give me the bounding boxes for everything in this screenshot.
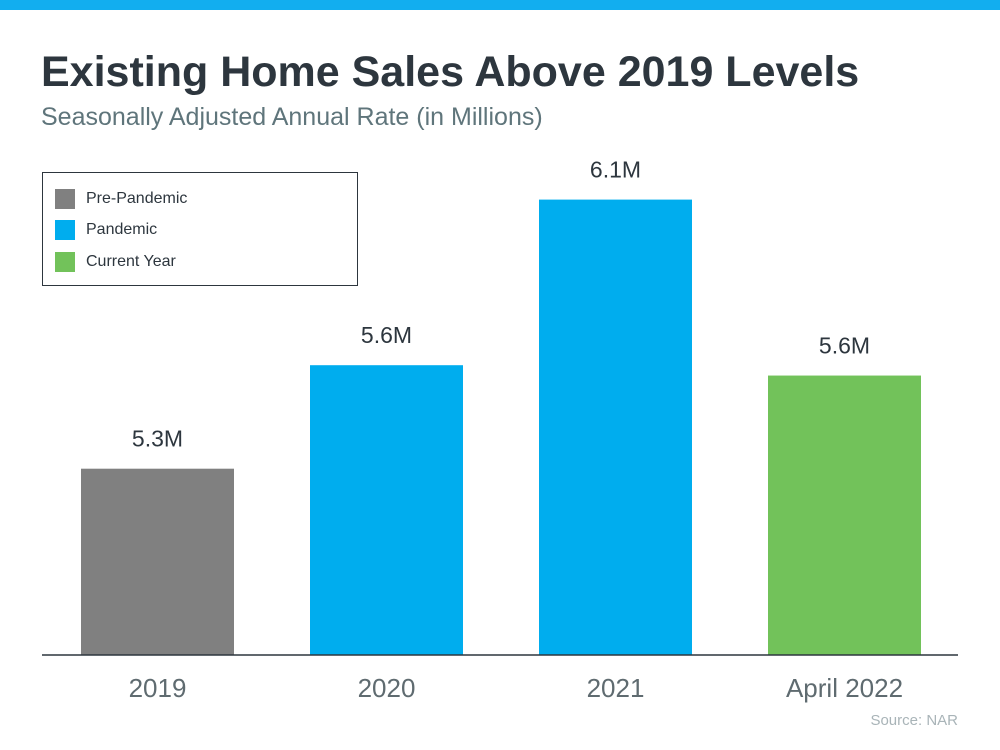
legend-swatch xyxy=(55,252,75,272)
legend-label: Pandemic xyxy=(86,221,158,238)
source-note: Source: NAR xyxy=(870,712,958,729)
x-tick-label: 2021 xyxy=(587,673,645,703)
legend-item-pandemic: Pandemic xyxy=(55,220,157,240)
chart-subtitle: Seasonally Adjusted Annual Rate (in Mill… xyxy=(41,103,543,131)
data-label: 5.6M xyxy=(361,322,412,348)
top-accent-bar xyxy=(0,0,1000,10)
x-tick-label: 2019 xyxy=(129,673,187,703)
legend-item-current-year: Current Year xyxy=(55,252,176,272)
data-label: 5.6M xyxy=(819,333,870,359)
legend-label: Current Year xyxy=(86,253,176,270)
legend: Pre-Pandemic Pandemic Current Year xyxy=(42,172,358,286)
x-tick-label: 2020 xyxy=(358,673,416,703)
data-label: 5.3M xyxy=(132,426,183,452)
bar-2021 xyxy=(539,199,692,655)
bar-april-2022 xyxy=(768,375,921,655)
chart-title: Existing Home Sales Above 2019 Levels xyxy=(41,48,860,96)
bar-2019 xyxy=(81,468,234,655)
legend-swatch xyxy=(55,189,75,209)
legend-label: Pre-Pandemic xyxy=(86,190,188,207)
x-tick-label: April 2022 xyxy=(786,673,903,703)
bar-2020 xyxy=(310,365,463,655)
legend-item-pre-pandemic: Pre-Pandemic xyxy=(55,189,187,209)
legend-swatch xyxy=(55,220,75,240)
data-label: 6.1M xyxy=(590,157,641,183)
